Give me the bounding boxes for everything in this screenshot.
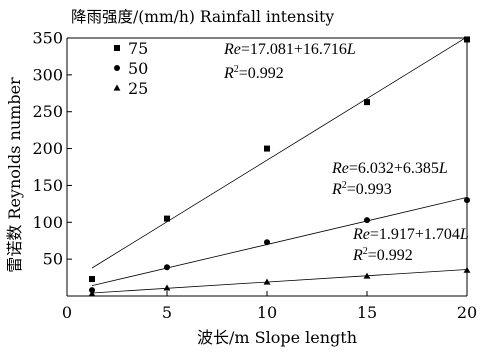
data-point-25 [463, 266, 471, 273]
y-tick-label: 50 [43, 250, 63, 269]
data-points [88, 36, 471, 297]
data-point-50 [264, 239, 270, 246]
fit-lines [91, 36, 468, 294]
x-tick-label: 20 [457, 303, 477, 322]
legend-marker-50 [114, 65, 120, 71]
y-tick-label: 150 [32, 176, 63, 195]
legend-label-75: 75 [128, 39, 148, 58]
legend-label-50: 50 [128, 59, 148, 78]
data-point-50 [89, 287, 95, 294]
y-tick-label: 300 [32, 65, 63, 84]
data-point-75 [264, 145, 270, 152]
data-point-75 [464, 36, 470, 43]
data-point-75 [89, 276, 95, 283]
fit-equation-75: Re=17.081+16.716L [223, 41, 356, 58]
x-tick-label: 0 [62, 303, 72, 322]
axes: 0 5 10 15 20 50 100 150 200 250 300 350 [32, 29, 477, 323]
data-point-25 [163, 284, 171, 291]
fit-line-50 [91, 197, 468, 287]
chart-title: 降雨强度/(mm/h) Rainfall intensity [71, 8, 334, 26]
y-tick-label: 250 [32, 102, 63, 121]
fit-r2-25: R2=0.992 [352, 246, 413, 264]
fit-r2-75: R2=0.992 [223, 64, 284, 82]
y-tick-label: 350 [32, 29, 63, 48]
x-tick-label: 5 [162, 303, 172, 322]
legend-marker-25 [113, 84, 121, 91]
y-tick-label: 100 [32, 213, 63, 232]
x-tick-label: 15 [357, 303, 377, 322]
data-point-25 [363, 272, 371, 279]
x-tick-label: 10 [257, 303, 277, 322]
data-point-50 [364, 217, 370, 224]
fit-equation-25: Re=1.917+1.704L [352, 226, 469, 243]
fit-line-75 [91, 36, 468, 269]
legend-label-25: 25 [128, 79, 148, 98]
data-point-25 [88, 290, 96, 297]
fit-line-25 [91, 269, 468, 294]
data-point-50 [164, 264, 170, 271]
y-axis-label: 雷诺数 Reynolds number [5, 77, 24, 273]
data-point-75 [364, 99, 370, 106]
x-axis-label: 波长/m Slope length [197, 328, 357, 347]
fit-r2-50: R2=0.993 [331, 180, 392, 198]
data-point-75 [164, 215, 170, 222]
legend-marker-75 [114, 45, 120, 51]
fit-equation-50: Re=6.032+6.385L [331, 160, 448, 177]
fit-equations: Re=17.081+16.716L R2=0.992 Re=6.032+6.385L… [223, 41, 469, 264]
data-point-25 [263, 278, 271, 285]
y-tick-label: 200 [32, 139, 63, 158]
data-point-50 [464, 197, 470, 204]
